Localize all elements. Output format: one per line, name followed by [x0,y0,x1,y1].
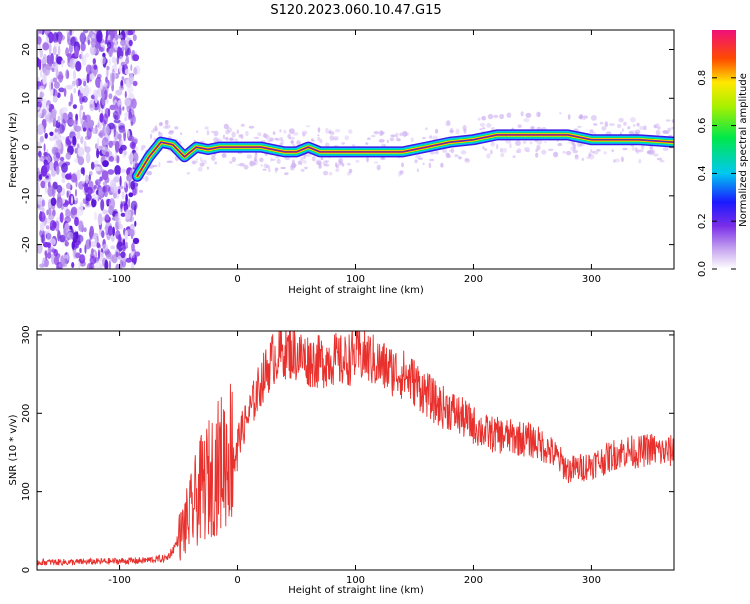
spectrogram-y-label: Frequency (Hz) [8,112,19,188]
y-tick-label: 300 [21,325,32,344]
colorbar-tick-label: 0.4 [697,165,708,181]
snr-panel: -100 0 100 200 300 0 100 200 300 Height of stra… [8,325,675,596]
x-tick-label: 0 [234,274,240,285]
y-tick-label: 10 [21,92,32,105]
y-tick-label: 200 [21,404,32,423]
y-tick-label: 0 [21,567,32,573]
snr-content [37,331,674,566]
x-tick-label: 100 [346,274,365,285]
spectrogram-x-ticks: -100 0 100 200 300 [108,30,601,285]
y-tick-label: -10 [21,188,32,204]
spectrogram-content [37,30,674,269]
figure-title: S120.2023.060.10.47.G15 [270,3,441,18]
x-tick-label: -100 [108,274,131,285]
snr-x-ticks: -100 0 100 200 300 [108,331,601,586]
colorbar-label: Normalized spectral amplitude [738,73,749,227]
spectrogram-x-label: Height of straight line (km) [288,285,424,296]
x-tick-label: 300 [582,274,601,285]
x-tick-label: 300 [582,575,601,586]
snr-x-label: Height of straight line (km) [288,585,424,596]
y-tick-label: 100 [21,482,32,501]
colorbar-tick-label: 0.8 [697,70,708,86]
colorbar-ticks: 0.0 0.2 0.4 0.6 0.8 [697,70,736,277]
x-tick-label: 200 [464,575,483,586]
y-tick-label: 0 [21,144,32,150]
x-tick-label: 200 [464,274,483,285]
trace-centerline [136,134,674,177]
colorbar-gradient [712,30,736,269]
spectrogram-y-ticks: 20 10 0 -10 -20 [21,43,674,253]
x-tick-label: 0 [234,575,240,586]
y-tick-label: -20 [21,236,32,252]
colorbar-tick-label: 0.6 [697,118,708,134]
colorbar-tick-label: 0.0 [697,261,708,277]
noise-speckles [37,30,141,269]
x-tick-label: 100 [346,575,365,586]
snr-y-label: SNR (10 * v/v) [8,414,19,485]
colorbar: 0.0 0.2 0.4 0.6 0.8 Normalized spectral ampl… [697,30,749,277]
colorbar-tick-label: 0.2 [697,213,708,229]
snr-y-ticks: 0 100 200 300 [21,325,674,573]
y-tick-label: 20 [21,43,32,56]
frequency-trace [131,111,674,193]
x-tick-label: -100 [108,575,131,586]
snr-line [37,331,674,566]
